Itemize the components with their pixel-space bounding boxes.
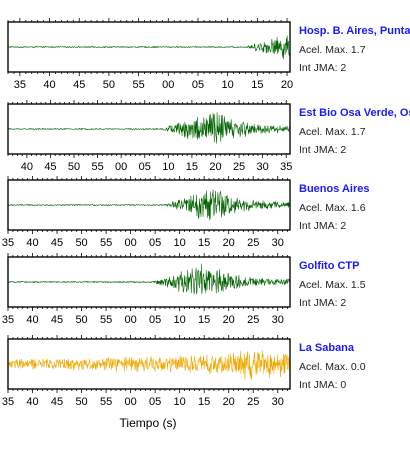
tick-label: 00 [124, 396, 136, 408]
max-acceleration: Acel. Max. 1.7 [299, 44, 366, 56]
station-name: Est Bio Osa Verde, Osa [299, 107, 410, 119]
tick-label: 15 [198, 314, 210, 326]
station-name: Buenos Aires [299, 183, 370, 195]
tick-label: 00 [115, 161, 127, 173]
jma-intensity: Int JMA: 2 [299, 62, 346, 74]
tick-label: 25 [247, 314, 259, 326]
tick-label: 15 [251, 79, 263, 91]
tick-label: 55 [100, 396, 112, 408]
panel-border [7, 338, 291, 390]
tick-label: 30 [272, 237, 284, 249]
tick-label: 35 [2, 396, 14, 408]
tick-label: 50 [103, 79, 115, 91]
tick-label: 00 [124, 237, 136, 249]
station-name: La Sabana [299, 342, 355, 354]
tick-label: 05 [149, 237, 161, 249]
tick-label: 50 [68, 161, 80, 173]
tick-label: 40 [26, 314, 38, 326]
station-panel: 35 40 45 50 55 00 05 10 15 20 25 30 La Sabana Acel. M… [2, 335, 366, 408]
tick-label: 40 [26, 396, 38, 408]
tick-label: 55 [132, 79, 144, 91]
tick-label: 40 [43, 79, 55, 91]
max-acceleration: Acel. Max. 1.5 [299, 279, 366, 291]
panel-border [7, 256, 291, 308]
panel-border [7, 21, 291, 73]
waveform-trace [7, 350, 291, 380]
tick-label: 05 [192, 79, 204, 91]
tick-label: 50 [75, 237, 87, 249]
waveform-trace [7, 189, 291, 221]
tick-label: 00 [124, 314, 136, 326]
station-panel: 35 40 45 50 55 00 05 10 15 20 Hosp. B. Aires, Punt… [7, 18, 410, 91]
tick-label: 10 [222, 79, 234, 91]
jma-intensity: Int JMA: 2 [299, 144, 346, 156]
panel-border [7, 179, 291, 231]
tick-label: 45 [44, 161, 56, 173]
tick-label: 25 [247, 396, 259, 408]
max-acceleration: Acel. Max. 1.7 [299, 126, 366, 138]
waveform-trace [7, 35, 291, 60]
tick-label: 35 [280, 161, 292, 173]
tick-label: 25 [247, 237, 259, 249]
tick-label: 10 [162, 161, 174, 173]
tick-label: 55 [100, 237, 112, 249]
jma-intensity: Int JMA: 0 [299, 379, 346, 391]
jma-intensity: Int JMA: 2 [299, 297, 346, 309]
tick-label: 55 [100, 314, 112, 326]
tick-label: 05 [149, 314, 161, 326]
station-name: Golfito CTP [299, 260, 360, 272]
tick-label: 40 [21, 161, 33, 173]
tick-label: 30 [272, 314, 284, 326]
tick-label: 35 [2, 237, 14, 249]
jma-intensity: Int JMA: 2 [299, 220, 346, 232]
tick-label: 45 [51, 396, 63, 408]
tick-label: 10 [174, 314, 186, 326]
station-panel: 40 45 50 55 00 05 10 15 20 25 30 35 Est Bio Osa Verd… [7, 100, 410, 173]
station-name: Hosp. B. Aires, Puntare [299, 25, 410, 37]
tick-label: 30 [272, 396, 284, 408]
tick-label: 35 [2, 314, 14, 326]
station-panels: 35 40 45 50 55 00 05 10 15 20 Hosp. B. Aires, Punt… [2, 18, 410, 408]
waveform-trace [7, 263, 291, 295]
tick-label: 50 [75, 314, 87, 326]
waveform-trace [7, 112, 291, 144]
tick-label: 00 [162, 79, 174, 91]
tick-label: 20 [223, 237, 235, 249]
tick-label: 15 [198, 237, 210, 249]
tick-label: 20 [223, 396, 235, 408]
tick-label: 45 [51, 314, 63, 326]
tick-label: 20 [223, 314, 235, 326]
tick-label: 45 [51, 237, 63, 249]
tick-label: 50 [75, 396, 87, 408]
panel-border [7, 103, 291, 155]
tick-label: 20 [209, 161, 221, 173]
tick-label: 05 [139, 161, 151, 173]
tick-label: 15 [198, 396, 210, 408]
tick-label: 10 [174, 237, 186, 249]
tick-label: 05 [149, 396, 161, 408]
tick-label: 30 [257, 161, 269, 173]
max-acceleration: Acel. Max. 0.0 [299, 361, 366, 373]
station-panel: 35 40 45 50 55 00 05 10 15 20 25 30 Golfito CTP Acel.… [2, 253, 366, 326]
station-panel: 35 40 45 50 55 00 05 10 15 20 25 30 Buenos Aires Acel… [2, 176, 370, 249]
tick-label: 45 [73, 79, 85, 91]
tick-label: 25 [233, 161, 245, 173]
tick-label: 10 [174, 396, 186, 408]
x-axis-title: Tiempo (s) [120, 416, 177, 430]
tick-label: 15 [186, 161, 198, 173]
tick-label: 20 [281, 79, 293, 91]
tick-label: 55 [91, 161, 103, 173]
tick-label: 40 [26, 237, 38, 249]
max-acceleration: Acel. Max. 1.6 [299, 202, 366, 214]
tick-label: 35 [14, 79, 26, 91]
